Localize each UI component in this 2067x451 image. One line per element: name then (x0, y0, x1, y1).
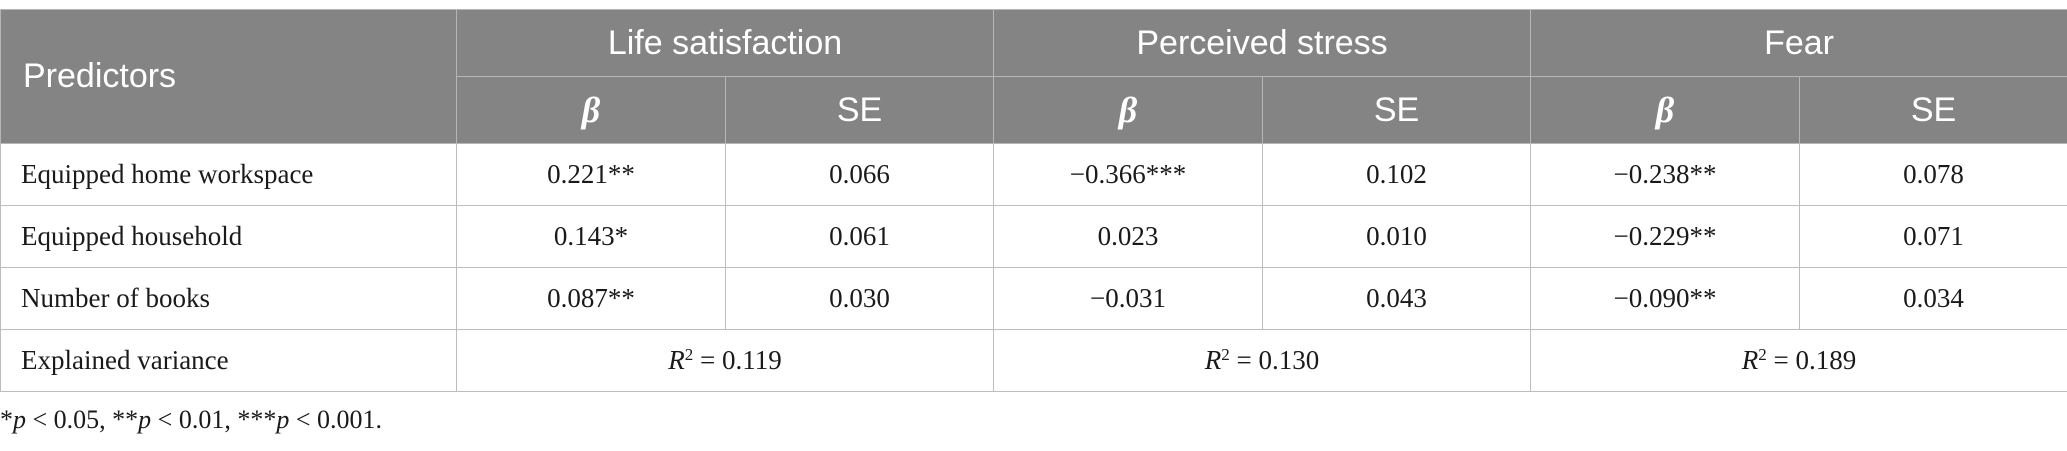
cell-se: 0.010 (1262, 205, 1532, 268)
equals-sign: = (693, 345, 722, 375)
table-body: Equipped home workspace 0.221** 0.066 −0… (0, 143, 2067, 392)
r-exponent: 2 (684, 345, 694, 364)
header-beta: β (1530, 76, 1801, 144)
footnote-stars-3: *** (237, 405, 277, 434)
cell-beta: −0.238** (1530, 143, 1801, 206)
r-squared-value: 0.119 (722, 345, 782, 375)
footnote-threshold-2: < 0.01, (151, 405, 238, 434)
header-beta: β (456, 76, 726, 144)
header-se: SE (1799, 76, 2067, 144)
footnote-threshold-1: < 0.05, (26, 405, 113, 434)
header-group-life-satisfaction: Life satisfaction (455, 9, 995, 77)
cell-se: 0.061 (724, 205, 995, 268)
footnote-p-2: p (138, 405, 152, 434)
r-exponent: 2 (1758, 345, 1767, 364)
table-row: Number of books 0.087** 0.030 −0.031 0.0… (0, 267, 2067, 330)
cell-beta: 0.023 (993, 205, 1264, 268)
explained-variance-row: Explained variance R2 = 0.119 R2 = 0.130… (0, 329, 2067, 392)
header-row-stats: β SE β SE β SE (1, 76, 2067, 144)
header-se: SE (1262, 76, 1532, 144)
cell-se: 0.030 (724, 267, 995, 330)
r-symbol: R (668, 345, 685, 375)
r-symbol: R (1204, 345, 1222, 375)
footnote-stars-2: ** (112, 405, 139, 434)
equals-sign: = (1766, 345, 1796, 375)
table-header: Predictors Life satisfaction Perceived s… (0, 9, 2067, 144)
cell-beta: −0.090** (1530, 267, 1801, 330)
cell-se: 0.071 (1799, 205, 2067, 268)
cell-se: 0.066 (724, 143, 995, 206)
header-group-perceived-stress: Perceived stress (993, 9, 1532, 77)
table-row: Equipped home workspace 0.221** 0.066 −0… (0, 143, 2067, 206)
header-group-fear: Fear (1530, 9, 2067, 77)
r-squared-life-satisfaction: R2 = 0.119 (455, 329, 995, 392)
equals-sign: = (1229, 345, 1259, 375)
cell-beta: 0.221** (456, 143, 726, 206)
cell-beta: −0.229** (1530, 205, 1801, 268)
cell-se: 0.043 (1262, 267, 1532, 330)
r-squared-value: 0.189 (1795, 345, 1857, 375)
footnote-p-1: p (13, 405, 26, 434)
table-row: Equipped household 0.143* 0.061 0.023 0.… (0, 205, 2067, 268)
regression-table: Predictors Life satisfaction Perceived s… (0, 9, 2067, 392)
cell-se: 0.078 (1799, 143, 2067, 206)
r-squared-perceived-stress: R2 = 0.130 (993, 329, 1532, 392)
cell-beta: 0.143* (456, 205, 726, 268)
header-predictors: Predictors (0, 9, 457, 144)
cell-se: 0.102 (1262, 143, 1532, 206)
r-exponent: 2 (1221, 345, 1230, 364)
row-label: Explained variance (0, 329, 457, 392)
cell-beta: −0.031 (993, 267, 1264, 330)
row-label: Equipped home workspace (0, 143, 457, 206)
significance-footnote: *p < 0.05, **p < 0.01, ***p < 0.001. (0, 405, 382, 435)
header-beta: β (993, 76, 1264, 144)
r-squared-value: 0.130 (1258, 345, 1320, 375)
footnote-stars-1: * (0, 405, 13, 434)
row-label: Number of books (0, 267, 457, 330)
header-row-groups: Predictors Life satisfaction Perceived s… (0, 9, 2067, 144)
row-label: Equipped household (0, 205, 457, 268)
footnote-p-3: p (276, 405, 290, 434)
r-symbol: R (1741, 345, 1759, 375)
cell-se: 0.034 (1799, 267, 2067, 330)
cell-beta: 0.087** (456, 267, 726, 330)
header-se: SE (724, 76, 995, 144)
footnote-threshold-3: < 0.001. (289, 405, 383, 434)
cell-beta: −0.366*** (993, 143, 1264, 206)
r-squared-fear: R2 = 0.189 (1530, 329, 2067, 392)
